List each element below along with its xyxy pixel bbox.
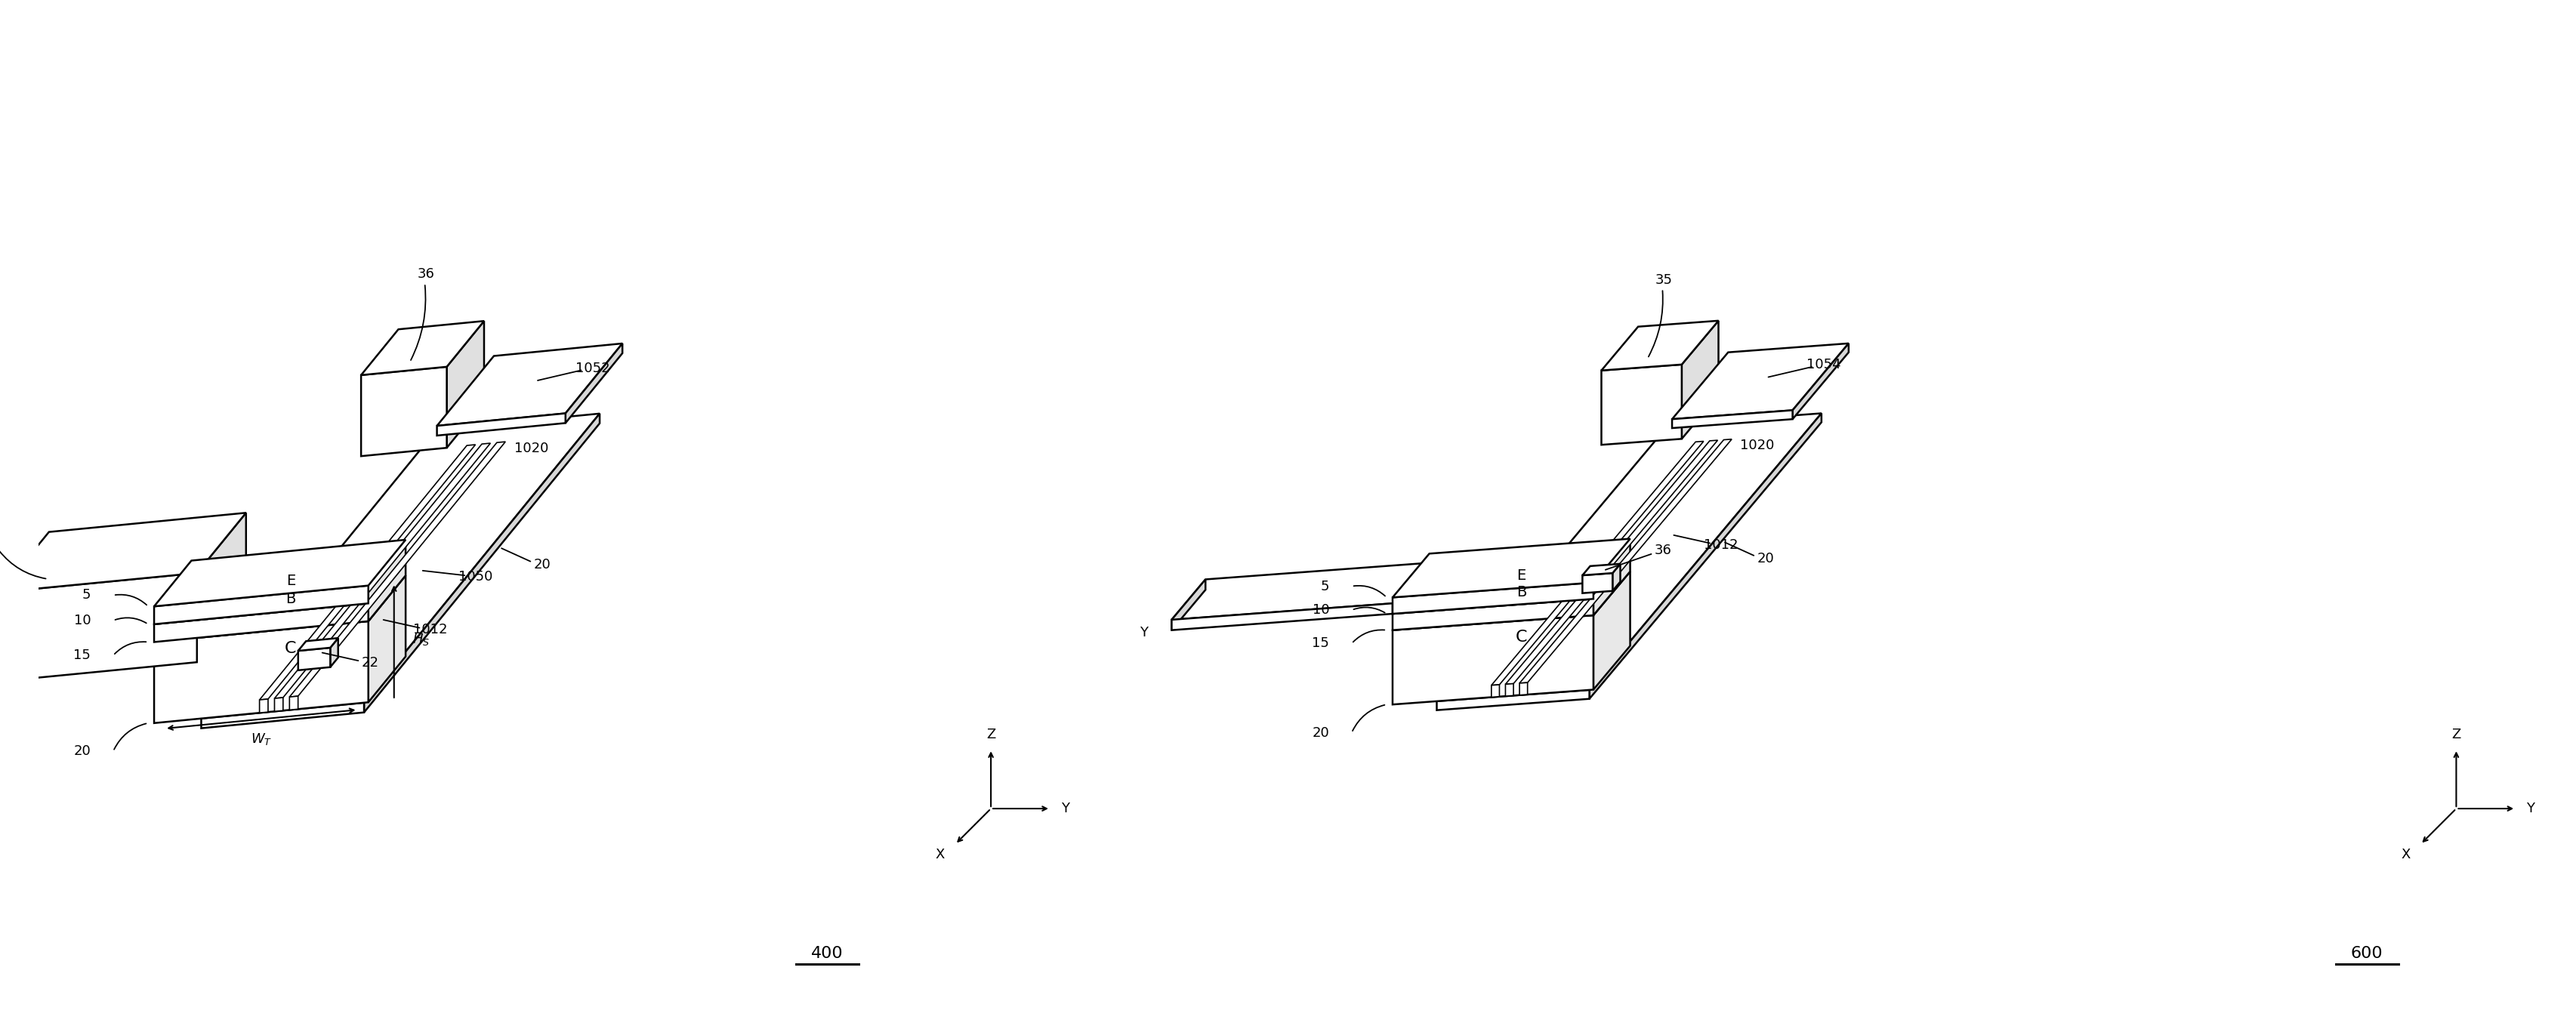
Polygon shape: [155, 576, 404, 642]
Polygon shape: [1504, 683, 1515, 697]
Polygon shape: [1504, 441, 1718, 684]
Text: 1012: 1012: [1703, 539, 1739, 552]
Polygon shape: [363, 414, 600, 712]
Polygon shape: [1602, 364, 1682, 445]
Polygon shape: [155, 621, 368, 723]
Text: Y: Y: [2527, 802, 2535, 815]
Text: 1020: 1020: [1741, 439, 1775, 452]
Polygon shape: [0, 573, 196, 681]
Polygon shape: [1613, 563, 1620, 591]
Polygon shape: [1595, 539, 1631, 599]
Polygon shape: [1582, 563, 1620, 575]
Polygon shape: [260, 699, 268, 713]
Polygon shape: [1602, 321, 1718, 370]
Polygon shape: [1595, 555, 1631, 615]
Text: $W_T$: $W_T$: [250, 732, 273, 747]
Polygon shape: [260, 445, 477, 700]
Polygon shape: [1172, 604, 1394, 631]
Text: 1052: 1052: [574, 361, 611, 375]
Polygon shape: [1520, 440, 1731, 683]
Text: 5: 5: [1321, 580, 1329, 593]
Polygon shape: [155, 604, 368, 642]
Polygon shape: [1437, 413, 1821, 701]
Text: 1050: 1050: [459, 571, 492, 584]
Text: Y: Y: [1061, 802, 1069, 815]
Polygon shape: [276, 443, 489, 699]
Polygon shape: [276, 698, 283, 711]
Polygon shape: [289, 697, 299, 710]
Polygon shape: [155, 540, 404, 607]
Polygon shape: [1394, 539, 1631, 598]
Polygon shape: [1394, 599, 1595, 631]
Text: 15: 15: [75, 649, 90, 663]
Polygon shape: [289, 442, 505, 697]
Polygon shape: [1394, 615, 1595, 705]
Text: B: B: [1517, 585, 1528, 599]
Text: B: B: [286, 591, 296, 606]
Polygon shape: [1672, 411, 1793, 428]
Polygon shape: [1394, 555, 1631, 614]
Text: 5: 5: [82, 588, 90, 602]
Text: 36: 36: [417, 267, 435, 281]
Text: 20: 20: [75, 744, 90, 759]
Text: 1020: 1020: [515, 442, 549, 455]
Polygon shape: [567, 344, 623, 423]
Polygon shape: [1394, 572, 1631, 631]
Polygon shape: [201, 414, 600, 718]
Polygon shape: [155, 557, 404, 624]
Text: X: X: [2401, 848, 2411, 862]
Text: 35: 35: [1656, 272, 1672, 287]
Polygon shape: [1595, 572, 1631, 689]
Text: 1012: 1012: [412, 623, 448, 637]
Text: 1054: 1054: [1806, 358, 1842, 372]
Polygon shape: [1172, 579, 1206, 631]
Polygon shape: [0, 513, 247, 592]
Polygon shape: [1520, 682, 1528, 696]
Polygon shape: [446, 321, 484, 448]
Polygon shape: [299, 648, 330, 670]
Polygon shape: [361, 321, 484, 375]
Polygon shape: [1492, 442, 1703, 685]
Text: Z: Z: [987, 728, 994, 741]
Text: 22: 22: [361, 656, 379, 670]
Polygon shape: [1793, 344, 1850, 419]
Text: Y: Y: [1139, 625, 1149, 640]
Text: E: E: [1517, 569, 1525, 583]
Polygon shape: [299, 638, 337, 651]
Text: E: E: [286, 574, 296, 588]
Polygon shape: [155, 585, 368, 624]
Text: 20: 20: [533, 557, 551, 572]
Polygon shape: [1582, 573, 1613, 593]
Text: 10: 10: [75, 614, 90, 627]
Polygon shape: [196, 513, 247, 663]
Polygon shape: [368, 576, 404, 702]
Text: 15: 15: [1311, 637, 1329, 650]
Polygon shape: [1589, 413, 1821, 699]
Text: 20: 20: [1311, 725, 1329, 740]
Polygon shape: [1437, 690, 1589, 710]
Text: 36: 36: [1654, 544, 1672, 557]
Polygon shape: [368, 540, 404, 604]
Polygon shape: [201, 703, 363, 729]
Polygon shape: [1682, 321, 1718, 439]
Text: Z: Z: [2452, 728, 2460, 741]
Polygon shape: [330, 638, 337, 667]
Text: 20: 20: [1757, 552, 1775, 566]
Polygon shape: [1394, 582, 1595, 614]
Text: C: C: [286, 641, 296, 655]
Text: 600: 600: [2352, 946, 2383, 961]
Text: C: C: [1515, 630, 1528, 645]
Polygon shape: [368, 557, 404, 621]
Text: X: X: [935, 848, 945, 862]
Polygon shape: [1492, 684, 1499, 698]
Text: $H_S$: $H_S$: [412, 632, 430, 647]
Polygon shape: [1172, 563, 1427, 620]
Polygon shape: [438, 414, 567, 436]
Polygon shape: [361, 366, 446, 456]
Text: 400: 400: [811, 946, 842, 961]
Text: 10: 10: [1311, 604, 1329, 617]
Polygon shape: [1672, 344, 1850, 419]
Polygon shape: [438, 344, 623, 426]
